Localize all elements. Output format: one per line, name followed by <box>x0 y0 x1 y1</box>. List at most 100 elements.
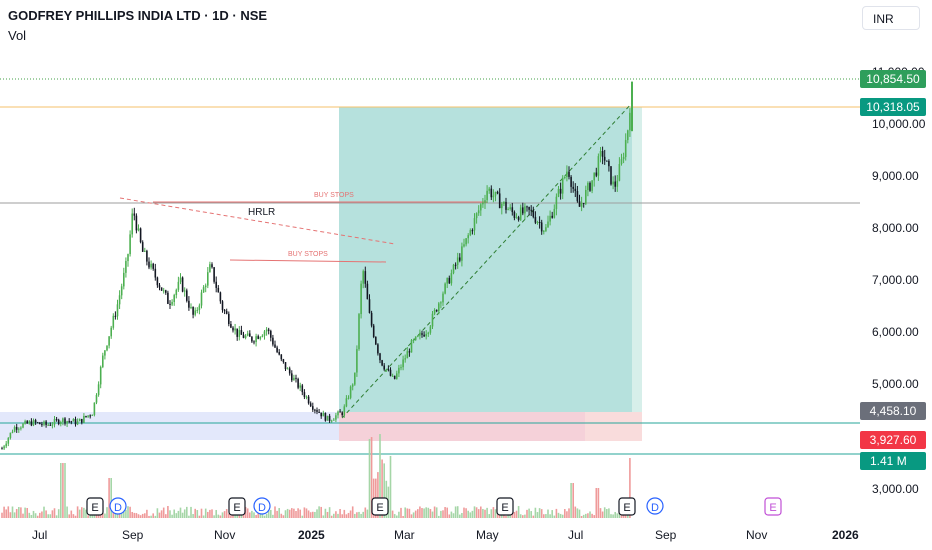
volume-bar <box>448 514 451 518</box>
volume-indicator-label[interactable]: Vol <box>8 28 27 43</box>
earnings-marker[interactable] <box>496 497 514 516</box>
volume-bar <box>570 483 572 518</box>
candle-body <box>616 180 619 187</box>
candle-body <box>328 415 331 421</box>
x-tick-sep: Sep <box>122 528 144 542</box>
volume-bar <box>81 507 83 518</box>
earnings-marker[interactable] <box>371 497 389 516</box>
earnings-marker[interactable] <box>86 497 104 516</box>
volume-bar <box>200 508 203 518</box>
candle-body <box>540 222 543 232</box>
volume-bar <box>389 455 392 518</box>
volume-bar <box>454 506 457 518</box>
volume-bar <box>186 506 188 518</box>
candle-body <box>45 421 47 425</box>
candle-body <box>162 290 165 292</box>
candle-body <box>391 375 394 377</box>
loss-zone <box>339 412 585 441</box>
volume-bar <box>236 514 238 518</box>
volume-bar <box>253 512 255 518</box>
volume-bar <box>585 513 587 518</box>
volume-bar <box>125 509 127 518</box>
candle-body <box>194 310 196 315</box>
symbol-title[interactable]: GODFREY PHILLIPS INDIA LTD · 1D · NSE <box>8 8 268 23</box>
volume-bar <box>85 509 87 518</box>
candle-body <box>440 302 442 304</box>
volume-bar <box>57 509 60 518</box>
volume-bar <box>276 510 278 518</box>
volume-bar <box>438 515 440 518</box>
candle-body <box>555 196 558 209</box>
candle-body <box>24 421 26 424</box>
volume-bar <box>515 510 518 518</box>
candle-body <box>372 325 375 337</box>
dividend-marker-label: D <box>114 502 122 514</box>
candle-body <box>496 191 499 194</box>
volume-bar <box>15 509 18 518</box>
candle-body <box>343 406 346 416</box>
earnings-marker[interactable] <box>618 497 636 516</box>
volume-bar <box>74 515 77 518</box>
candle-body <box>286 368 289 370</box>
candle-body <box>232 327 234 331</box>
candle-body <box>475 213 478 219</box>
candle-body <box>171 301 173 305</box>
earnings-marker[interactable] <box>228 497 246 516</box>
volume-bar <box>603 507 606 518</box>
candle-body <box>333 419 335 421</box>
volume-bar <box>246 508 249 518</box>
volume-bar <box>330 515 333 518</box>
candle-body <box>307 396 310 404</box>
candle-body <box>104 350 106 356</box>
candle-body <box>389 369 392 376</box>
volume-bar <box>49 514 52 518</box>
candle-body <box>314 409 316 411</box>
candle-body <box>456 257 459 265</box>
volume-bar <box>192 514 194 518</box>
candle-body <box>144 250 146 252</box>
dividend-marker[interactable] <box>646 497 664 515</box>
volume-bar <box>629 458 631 518</box>
candle-body <box>608 160 610 167</box>
candle-body <box>204 285 207 288</box>
candle-body <box>467 235 469 239</box>
volume-bar <box>257 511 259 518</box>
volume-bar <box>381 459 383 518</box>
volume-bar <box>540 509 543 518</box>
y-tick-3000: 3,000.00 <box>872 482 919 496</box>
candle-body <box>301 385 304 393</box>
candle-body <box>106 345 108 351</box>
volume-bar <box>370 437 373 518</box>
candle-body <box>68 421 70 423</box>
candle-body <box>454 264 457 266</box>
dividend-marker[interactable] <box>109 497 127 515</box>
volume-bar <box>312 511 314 518</box>
candle-body <box>217 287 220 293</box>
volume-bar <box>345 514 348 518</box>
y-tick-9000: 9,000.00 <box>872 169 919 183</box>
dividend-marker[interactable] <box>253 497 271 515</box>
candle-body <box>299 385 301 388</box>
volume-bar <box>410 514 413 518</box>
volume-bar <box>496 514 499 518</box>
volume-bar <box>435 507 438 518</box>
volume-bar <box>360 513 362 518</box>
candle-body <box>26 421 28 424</box>
candle-body <box>135 215 138 231</box>
earnings-marker[interactable] <box>764 497 782 516</box>
volume-bar <box>351 506 354 518</box>
volume-bar <box>333 513 335 518</box>
currency-selector[interactable]: INR <box>862 6 920 30</box>
candle-body <box>5 443 7 447</box>
volume-bar <box>314 511 316 518</box>
volume-bar <box>442 510 444 518</box>
volume-bar <box>242 514 245 518</box>
volume-bar <box>564 509 566 518</box>
candle-body <box>490 188 493 198</box>
volume-bar <box>36 515 39 518</box>
volume-bar <box>129 506 131 518</box>
volume-bar <box>452 513 455 518</box>
candle-body <box>503 201 505 204</box>
volume-bar <box>463 507 465 518</box>
